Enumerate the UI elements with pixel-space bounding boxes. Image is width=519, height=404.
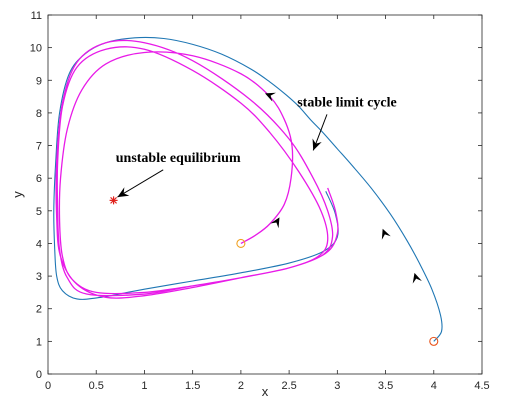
y-tick-label: 2 — [36, 304, 42, 316]
inner-trajectory-line — [55, 39, 339, 299]
annotation-arrowhead — [312, 138, 322, 151]
plot-frame — [47, 14, 483, 375]
x-tick-label: 0 — [45, 380, 51, 392]
x-tick-label: 2 — [238, 380, 244, 392]
x-axis-label: x — [262, 384, 269, 399]
y-axis-label: y — [10, 191, 25, 198]
y-tick-label: 6 — [36, 173, 42, 185]
equilibrium-marker — [109, 196, 118, 205]
equilibrium-marker-stroke — [110, 196, 118, 204]
outer-start-point-marker — [429, 336, 439, 346]
annotation-label: stable limit cycle — [297, 95, 397, 110]
y-tick-label: 7 — [36, 141, 42, 153]
axes: 0 0.5 1 1.5 2 2.5 3 3.5 4 4.5 0 1 2 3 4 5 6 7 8 9 10 11 x y — [10, 10, 490, 399]
direction-arrow-marker — [412, 272, 422, 284]
plot-area — [53, 36, 443, 342]
x-tick-label: 1.5 — [185, 380, 200, 392]
x-tick-label: 3.5 — [378, 380, 393, 392]
y-tick-label: 11 — [31, 10, 42, 22]
y-tick-label: 0 — [36, 369, 42, 381]
y-tick-label: 5 — [36, 206, 42, 218]
y-tick-label: 10 — [30, 43, 42, 55]
y-tick-label: 4 — [36, 238, 42, 250]
x-tick-label: 2.5 — [281, 380, 296, 392]
y-tick-label: 3 — [36, 271, 42, 283]
y-tick-label: 8 — [36, 108, 42, 120]
x-tick-label: 3 — [334, 380, 340, 392]
direction-arrow-marker — [270, 217, 280, 229]
direction-arrow-marker — [381, 228, 391, 240]
annotation-label: unstable equilibrium — [116, 151, 241, 166]
x-tick-label: 1 — [141, 380, 147, 392]
x-tick-label: 4.5 — [474, 380, 489, 392]
x-tick-label: 4 — [431, 380, 437, 392]
inner-start-point-marker — [236, 238, 246, 249]
y-tick-label: 1 — [36, 336, 42, 348]
x-tick-label: 0.5 — [89, 380, 104, 392]
direction-arrow-marker — [265, 92, 276, 102]
y-tick-label: 9 — [36, 75, 42, 87]
annotation-arrow-line — [117, 169, 164, 198]
outer-trajectory-line — [53, 36, 443, 342]
annotation-arrowhead — [117, 187, 130, 198]
annotations-layer: stable limit cycle unstable equilibrium — [109, 95, 439, 346]
